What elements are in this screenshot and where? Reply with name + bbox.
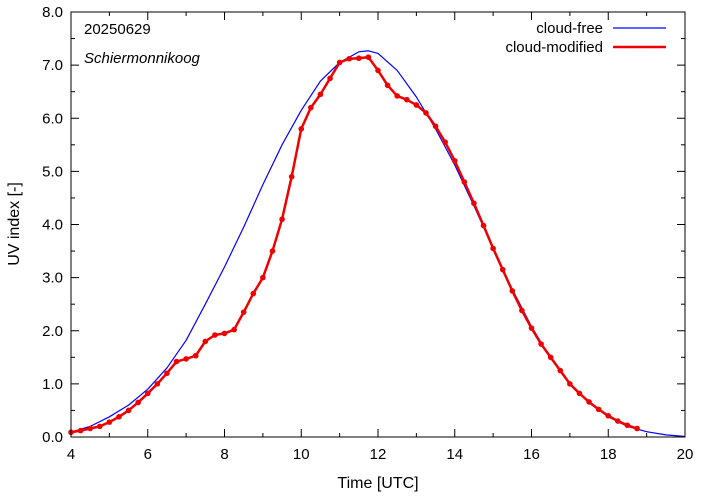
data-point-cloud-modified [116,414,122,420]
x-tick-label: 6 [144,446,152,463]
data-point-cloud-modified [240,309,247,315]
data-point-cloud-modified [595,406,602,413]
data-point-cloud-modified [279,216,285,222]
data-point-cloud-modified [557,367,564,374]
y-tick-label: 4.0 [42,217,63,234]
data-point-cloud-modified [356,55,362,62]
data-point-cloud-modified [221,330,228,337]
x-tick-label: 12 [370,446,387,463]
data-point-cloud-modified [135,399,141,406]
data-point-cloud-modified [336,59,343,66]
plot-frame [70,11,686,438]
y-tick-label: 3.0 [42,270,63,287]
data-point-cloud-modified [125,407,132,414]
data-point-cloud-modified [202,338,209,345]
legend-label-cloud-free: cloud-free [536,20,603,37]
series-line-cloud-modified [70,55,638,434]
series-lines [68,50,686,438]
y-tick-label: 1.0 [42,376,63,393]
data-point-cloud-modified [499,266,506,273]
legend: cloud-free cloud-modified [505,20,666,56]
data-point-cloud-modified [624,422,631,429]
data-point-cloud-modified [403,96,410,103]
data-point-cloud-modified [480,222,487,229]
x-tick-label: 14 [446,446,463,463]
data-point-cloud-modified [298,126,305,132]
data-point-cloud-modified [365,54,372,60]
x-tick-label: 8 [220,446,228,463]
data-point-cloud-modified [615,418,621,424]
data-point-cloud-modified [442,139,448,145]
data-point-cloud-modified [634,425,640,432]
data-point-cloud-modified [183,356,189,362]
data-point-cloud-modified [509,288,516,294]
data-point-cloud-modified [317,91,324,98]
data-point-cloud-modified [250,290,257,297]
data-point-cloud-modified [154,381,161,387]
data-point-cloud-modified [490,245,496,252]
data-point-cloud-modified [451,157,458,164]
data-point-cloud-modified [231,326,237,333]
x-tick-label: 20 [677,446,694,463]
y-tick-label: 6.0 [42,110,63,127]
data-point-cloud-modified [308,104,314,111]
y-tick-label: 2.0 [42,323,63,340]
x-axis-label: Time [UTC] [337,475,418,492]
x-tick-label: 10 [293,446,310,463]
data-point-cloud-modified [384,82,391,89]
x-tick-label: 4 [67,446,75,463]
location-label: Schiermonnikoog [84,50,201,67]
data-point-cloud-modified [192,352,199,359]
axis-ticks [70,11,686,438]
y-axis-label: UV index [-] [6,182,23,266]
legend-label-cloud-modified: cloud-modified [505,39,603,56]
data-point-cloud-modified [269,248,276,254]
data-point-cloud-modified [212,332,218,338]
data-point-cloud-modified [346,55,353,62]
data-point-cloud-modified [567,381,573,387]
data-point-cloud-modified [547,354,554,361]
y-tick-label: 5.0 [42,163,63,180]
x-tick-label: 18 [600,446,617,463]
data-point-cloud-modified [519,307,525,314]
date-label: 20250629 [84,21,151,38]
data-point-cloud-modified [106,419,113,425]
data-point-cloud-modified [471,200,477,207]
data-point-cloud-modified [144,390,151,397]
data-point-cloud-modified [586,399,592,405]
data-point-cloud-modified [394,93,400,99]
data-point-cloud-modified [375,67,381,74]
data-point-cloud-modified [260,274,266,281]
data-point-cloud-modified [576,390,583,397]
data-point-cloud-modified [96,423,103,430]
data-point-cloud-modified [538,341,544,347]
y-tick-label: 0.0 [42,429,63,446]
tick-labels: 4 6 8 10 12 14 16 18 20 0.0 1.0 2.0 3.0 4.0 5.0 6.0 7.0 8… [42,4,693,463]
data-point-cloud-modified [423,110,429,116]
data-point-cloud-modified [77,427,84,434]
data-point-cloud-modified [164,370,170,377]
data-point-cloud-modified [461,179,468,185]
data-point-cloud-modified [327,75,333,82]
data-point-cloud-modified [528,325,535,331]
data-point-cloud-modified [87,425,93,432]
data-point-cloud-modified [605,412,612,419]
y-tick-label: 7.0 [42,57,63,74]
data-point-cloud-modified [288,173,295,180]
x-tick-label: 16 [523,446,540,463]
data-point-cloud-modified [432,123,439,130]
data-point-cloud-modified [173,358,180,365]
y-tick-label: 8.0 [42,4,63,21]
data-point-cloud-modified [413,102,420,108]
